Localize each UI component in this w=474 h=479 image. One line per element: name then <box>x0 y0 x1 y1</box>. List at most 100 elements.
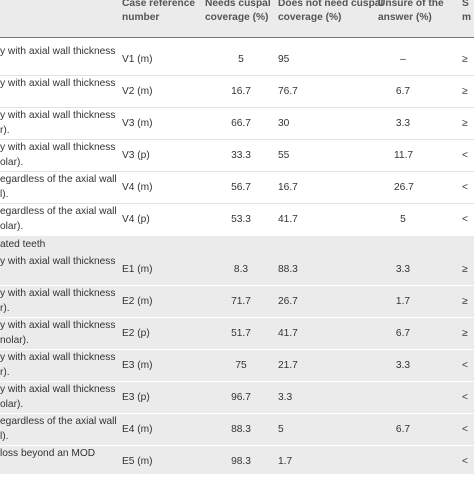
unsure-cell: 6.7 <box>395 328 411 339</box>
last-column-cell: < <box>462 392 468 403</box>
unsure-cell: – <box>400 54 406 65</box>
needs-coverage-cell: 51.7 <box>231 328 251 339</box>
needs-coverage-cell: 5 <box>238 54 244 65</box>
last-column-cell: < <box>462 182 468 193</box>
needs-coverage-cell: 66.7 <box>231 118 251 129</box>
row-description-line1: loss beyond an MOD <box>0 448 96 459</box>
header-does-not-need: Does not need cuspal <box>278 0 383 11</box>
unsure-cell: 3.3 <box>395 264 411 275</box>
table-row: y with axial wall thickness nolar). E2 (p)… <box>0 319 474 351</box>
table-row: y with axial wall thickness r). E3 (m) 75 21… <box>0 351 474 383</box>
section-label: ated teeth <box>0 239 46 250</box>
unsure-cell: 6.7 <box>395 86 411 97</box>
row-description-line2: olar). <box>0 157 24 168</box>
unsure-cell: 6.7 <box>395 424 411 435</box>
table-header-background <box>0 0 474 37</box>
header-last-line2: m <box>462 12 472 23</box>
header-needs-line1: Needs cuspal <box>205 0 271 9</box>
table-row: loss beyond an MOD E5 (m) 98.3 1.7 < <box>0 447 474 479</box>
header-unsure-2: answer (%) <box>378 11 432 25</box>
case-reference-cell: V4 (p) <box>122 214 150 225</box>
case-reference-cell: E3 (p) <box>122 392 150 403</box>
row-description-line1: egardless of the axial wall <box>0 174 117 185</box>
header-needs-line2: coverage (%) <box>205 12 269 23</box>
header-unsure-line2: answer (%) <box>378 12 432 23</box>
no-coverage-cell: 5 <box>278 424 284 435</box>
header-case-reference-2: number <box>122 11 159 25</box>
table-row: y with axial wall thickness r). E2 (m) 71.7… <box>0 287 474 319</box>
case-reference-cell: V4 (m) <box>122 182 153 193</box>
no-coverage-cell: 41.7 <box>278 328 298 339</box>
row-description-line1: y with axial wall thickness <box>0 384 116 395</box>
row-description-line1: y with axial wall thickness <box>0 288 116 299</box>
row-divider <box>0 381 474 382</box>
last-column-cell: < <box>462 360 468 371</box>
row-description-line1: y with axial wall thickness <box>0 256 116 267</box>
needs-coverage-cell: 53.3 <box>231 214 251 225</box>
row-divider <box>0 75 474 76</box>
last-column-cell: < <box>462 214 468 225</box>
last-column-cell: ≥ <box>462 264 468 275</box>
case-reference-cell: V3 (m) <box>122 118 153 129</box>
case-reference-cell: E4 (m) <box>122 424 153 435</box>
table-row: y with axial wall thickness V2 (m) 16.7 76.… <box>0 77 474 109</box>
row-description-line1: y with axial wall thickness <box>0 142 116 153</box>
case-reference-cell: E3 (m) <box>122 360 153 371</box>
table-row: egardless of the axial wall l). V4 (m) 56.7… <box>0 173 474 205</box>
no-coverage-cell: 3.3 <box>278 392 293 403</box>
row-divider <box>0 413 474 414</box>
unsure-cell: 26.7 <box>394 182 414 193</box>
header-last-line1: S <box>462 0 469 9</box>
unsure-cell: 3.3 <box>395 360 411 371</box>
needs-coverage-cell: 33.3 <box>231 150 251 161</box>
header-unsure: Unsure of the <box>378 0 444 11</box>
case-reference-cell: E1 (m) <box>122 264 153 275</box>
needs-coverage-cell: 98.3 <box>231 456 251 467</box>
case-reference-cell: E2 (p) <box>122 328 150 339</box>
table-row: egardless of the axial wall l). E4 (m) 88.3… <box>0 415 474 447</box>
last-column-cell: ≥ <box>462 118 468 129</box>
section-background <box>0 236 474 474</box>
header-noneed-line1: Does not need cuspal <box>278 0 384 9</box>
row-description-line1: egardless of the axial wall <box>0 416 117 427</box>
header-case-reference-line1: Case reference <box>122 0 196 9</box>
header-needs-cuspal: Needs cuspal <box>205 0 271 11</box>
unsure-cell: 5 <box>400 214 406 225</box>
header-last-col: S <box>462 0 469 11</box>
header-unsure-line1: Unsure of the <box>378 0 444 9</box>
no-coverage-cell: 88.3 <box>278 264 298 275</box>
last-column-cell: ≥ <box>462 328 468 339</box>
last-column-cell: < <box>462 424 468 435</box>
row-divider <box>0 139 474 140</box>
row-divider <box>0 171 474 172</box>
row-description-line1: egardless of the axial wall <box>0 206 117 217</box>
row-description-line1: y with axial wall thickness <box>0 78 116 89</box>
table-row: y with axial wall thickness olar). V3 (p) 3… <box>0 141 474 173</box>
last-column-cell: ≥ <box>462 86 468 97</box>
header-does-not-need-2: coverage (%) <box>278 11 341 25</box>
row-description-line1: y with axial wall thickness <box>0 320 116 331</box>
header-case-reference-line2: number <box>122 12 160 23</box>
row-divider <box>0 445 474 446</box>
row-description-line2: olar). <box>0 221 24 232</box>
row-description-line1: y with axial wall thickness <box>0 110 116 121</box>
case-reference-cell: V3 (p) <box>122 150 150 161</box>
header-rule <box>0 37 474 38</box>
row-divider <box>0 317 474 318</box>
unsure-cell: 1.7 <box>395 296 411 307</box>
no-coverage-cell: 26.7 <box>278 296 298 307</box>
no-coverage-cell: 41.7 <box>278 214 298 225</box>
needs-coverage-cell: 75 <box>235 360 247 371</box>
table-row: y with axial wall thickness olar). E3 (p) 9… <box>0 383 474 415</box>
case-reference-cell: V1 (m) <box>122 54 153 65</box>
no-coverage-cell: 21.7 <box>278 360 298 371</box>
header-last-col-2: m <box>462 11 471 25</box>
last-column-cell: < <box>462 456 468 467</box>
needs-coverage-cell: 96.7 <box>231 392 251 403</box>
no-coverage-cell: 16.7 <box>278 182 298 193</box>
row-description-line2: olar). <box>0 399 24 410</box>
no-coverage-cell: 30 <box>278 118 290 129</box>
row-description-line2: r). <box>0 367 10 378</box>
unsure-cell: 3.3 <box>395 118 411 129</box>
row-description-line2: nolar). <box>0 335 29 346</box>
